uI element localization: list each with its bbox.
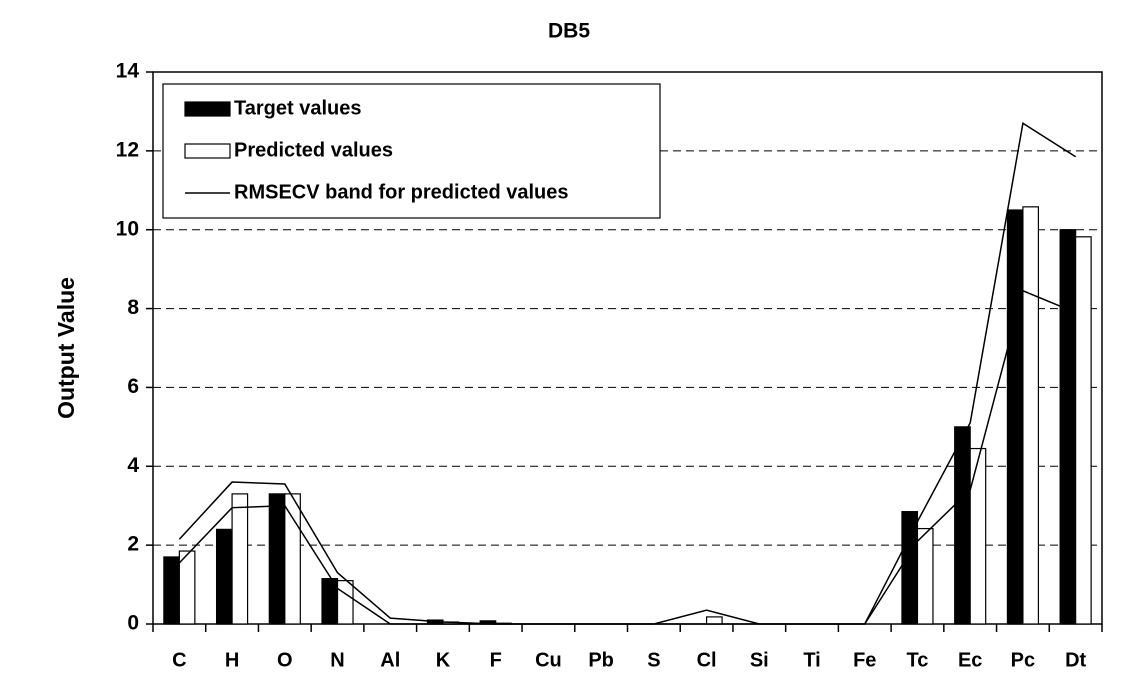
bar — [1059, 229, 1077, 625]
x-tick-label: Fe — [853, 649, 876, 671]
y-tick-label: 6 — [127, 375, 139, 398]
x-tick-label: C — [172, 649, 186, 671]
x-tick-label: Pc — [1011, 649, 1035, 671]
x-tick-label: Cl — [697, 649, 717, 671]
y-tick-label: 10 — [116, 217, 139, 240]
y-tick-label: 14 — [116, 60, 140, 83]
y-tick-label: 12 — [116, 138, 139, 161]
bar — [1006, 209, 1024, 625]
x-tick-label: O — [277, 649, 293, 671]
legend-label: RMSECV band for predicted values — [234, 181, 569, 203]
x-tick-label: Cu — [535, 649, 562, 671]
x-tick-label: N — [330, 649, 344, 671]
y-tick-label: 4 — [127, 454, 139, 477]
x-tick-label: S — [647, 649, 660, 671]
bar — [901, 511, 919, 625]
x-tick-label: Dt — [1065, 649, 1086, 671]
bar — [178, 550, 196, 625]
x-tick-label: K — [436, 649, 451, 671]
bar — [1022, 206, 1040, 625]
y-axis-label: Output Value — [53, 277, 79, 419]
chart-title: DB5 — [548, 20, 590, 43]
x-tick-label: Pb — [588, 649, 614, 671]
x-tick-label: H — [225, 649, 239, 671]
x-tick-label: Ti — [803, 649, 820, 671]
legend-swatch — [184, 143, 231, 159]
bar — [969, 447, 987, 625]
band-line — [178, 289, 1076, 625]
bar — [284, 493, 301, 625]
legend-swatch — [184, 101, 231, 117]
y-tick-label: 0 — [127, 612, 139, 635]
bar — [705, 616, 723, 625]
x-tick-label: Ec — [958, 649, 982, 671]
legend-label: Predicted values — [234, 139, 393, 161]
bar — [954, 426, 971, 625]
bar — [231, 493, 249, 625]
x-tick-label: Si — [750, 649, 769, 671]
bar — [268, 493, 286, 625]
bar — [163, 556, 180, 625]
x-tick-label: Al — [380, 649, 400, 671]
bar — [336, 580, 354, 625]
bar — [215, 528, 233, 625]
legend-box — [162, 83, 661, 219]
x-tick-label: Tc — [907, 649, 929, 671]
x-tick-label: F — [490, 649, 502, 671]
y-tick-label: 2 — [127, 533, 139, 556]
bar — [1075, 236, 1092, 625]
bar — [916, 527, 934, 625]
y-tick-label: 8 — [127, 296, 139, 319]
legend-label: Target values — [234, 97, 361, 119]
